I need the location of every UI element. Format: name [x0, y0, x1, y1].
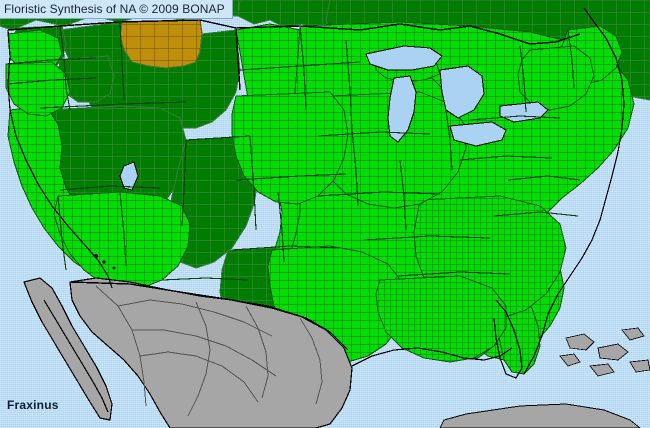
lake-huron: [439, 65, 485, 119]
map-title-banner: Floristic Synthesis of NA © 2009 BONAP: [0, 0, 233, 19]
lake-superior: [365, 45, 443, 71]
genus-label: Fraxinus: [7, 398, 59, 412]
region-montana-goldenrod: [119, 19, 203, 69]
great-salt-lake: [119, 161, 139, 191]
lake-erie: [449, 121, 507, 147]
state-borders: [5, 21, 581, 281]
map-title-text: Floristic Synthesis of NA © 2009 BONAP: [4, 2, 225, 16]
region-mexico-gray: [23, 254, 650, 428]
national-borders: [7, 19, 581, 351]
region-bright-green-core: [5, 21, 635, 375]
lake-michigan: [387, 75, 417, 143]
